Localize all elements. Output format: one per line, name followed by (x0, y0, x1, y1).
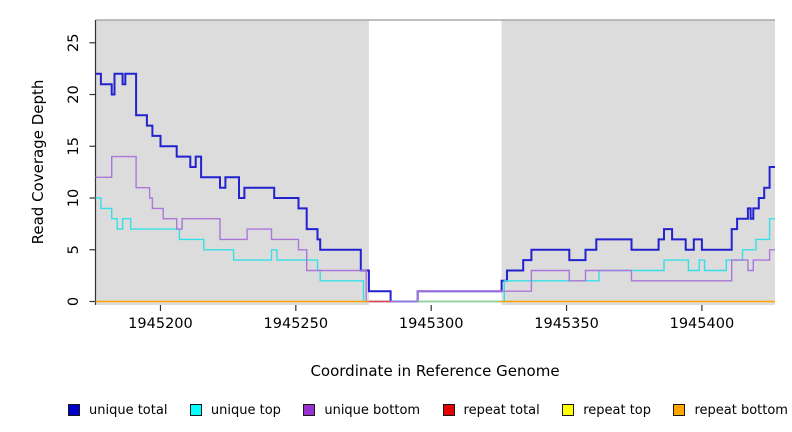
legend-item-unique-bottom: unique bottom (303, 404, 420, 417)
chart-legend: unique total unique top unique bottom repea… (68, 398, 788, 422)
series-line-unique-bottom (95, 155, 775, 303)
legend-label: repeat top (583, 402, 651, 418)
series-line-unique-total (95, 72, 775, 303)
x-tick-label: 1945200 (128, 316, 193, 332)
series-line-unique-top (95, 197, 775, 303)
legend-swatch-icon (442, 404, 455, 416)
legend-label: unique total (89, 402, 168, 418)
legend-item-repeat-top: repeat top (562, 404, 651, 417)
legend-swatch-icon (68, 404, 80, 416)
x-tick-label: 1945350 (534, 316, 599, 332)
y-tick-label: 5 (66, 245, 82, 254)
legend-item-repeat-total: repeat total (442, 402, 540, 418)
y-axis-title: Read Coverage Depth (29, 79, 47, 245)
y-tick-label: 15 (66, 137, 82, 155)
x-axis-title: Coordinate in Reference Genome (310, 362, 560, 380)
y-tick-label: 20 (66, 85, 82, 103)
legend-swatch-icon (303, 404, 316, 416)
y-tick-label: 10 (66, 189, 82, 207)
legend-swatch-icon (562, 404, 575, 416)
legend-swatch-icon (189, 404, 202, 416)
y-tick-label: 25 (66, 34, 82, 52)
legend-label: repeat total (463, 402, 540, 418)
legend-item-unique-top: unique top (189, 402, 281, 418)
y-tick-label: 0 (66, 297, 82, 306)
legend-label: unique bottom (324, 402, 421, 418)
legend-swatch-icon (673, 404, 686, 416)
x-tick-label: 1945400 (670, 316, 735, 332)
legend-item-repeat-bottom: repeat bottom (673, 404, 788, 417)
legend-label: repeat bottom (694, 402, 788, 418)
x-tick-label: 1945300 (399, 316, 464, 332)
x-tick-label: 1945250 (264, 316, 329, 332)
repeat-region-band (368, 20, 502, 305)
legend-item-unique-total: unique total (68, 404, 167, 417)
legend-label: unique top (210, 402, 281, 418)
